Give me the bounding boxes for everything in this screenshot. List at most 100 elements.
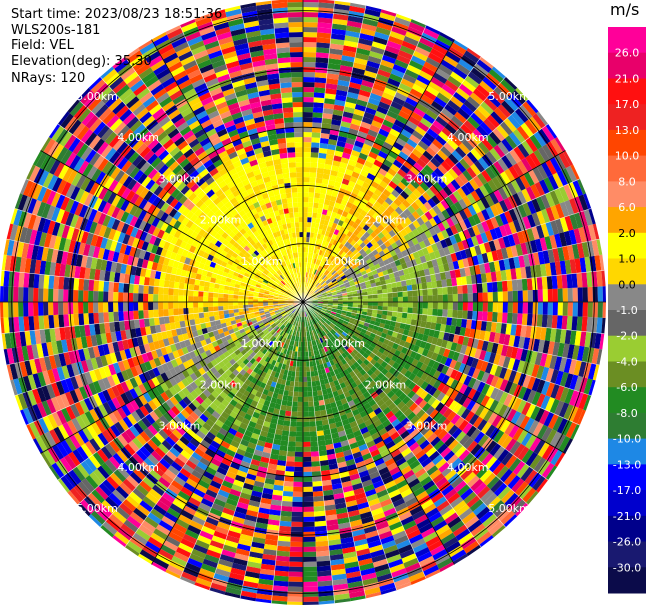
gate [233, 258, 241, 265]
gate [405, 156, 417, 166]
gate [278, 306, 284, 309]
gate [21, 242, 30, 259]
gate [242, 238, 250, 246]
gate [154, 270, 162, 280]
gate [351, 263, 358, 270]
gate [196, 268, 204, 275]
gate [427, 288, 433, 296]
gate [225, 124, 237, 133]
gate [415, 234, 424, 243]
gate [226, 415, 236, 424]
gate [597, 286, 603, 302]
gate [398, 82, 412, 93]
gate [75, 415, 87, 430]
gate [402, 291, 408, 297]
gate [198, 479, 210, 490]
gate [159, 496, 173, 508]
gate [228, 427, 238, 436]
gate [328, 200, 336, 207]
gate [294, 289, 298, 294]
gate [261, 326, 267, 332]
gate [185, 115, 198, 126]
gate [275, 320, 281, 326]
gate [493, 144, 506, 158]
gate [225, 8, 242, 18]
gate [163, 52, 179, 64]
gate [293, 122, 303, 128]
gate [76, 446, 89, 461]
gate [168, 287, 174, 296]
gate [198, 307, 204, 313]
gate [440, 239, 448, 249]
gate [279, 268, 284, 274]
gate [416, 41, 433, 53]
gate [223, 305, 229, 311]
gate [88, 290, 94, 302]
gate [270, 322, 276, 328]
gate [53, 236, 62, 250]
gate [377, 150, 388, 160]
gate [170, 405, 181, 416]
gate [259, 232, 266, 240]
gate [294, 132, 303, 138]
gate [169, 503, 183, 515]
gate [172, 429, 183, 440]
gate [16, 346, 25, 363]
gate [308, 197, 314, 203]
gate [270, 148, 280, 156]
gate [193, 336, 201, 344]
gate [558, 152, 571, 169]
gate [274, 272, 280, 278]
gate [357, 275, 364, 281]
gate [121, 404, 132, 417]
gate [169, 446, 181, 458]
gate [255, 315, 261, 320]
gate [189, 169, 200, 180]
gate [116, 184, 127, 197]
gate [41, 203, 51, 219]
gate [563, 230, 572, 246]
gate [193, 49, 208, 60]
gate [240, 257, 247, 264]
gate [148, 103, 162, 116]
gate [200, 257, 208, 265]
gate [174, 321, 181, 329]
gate [295, 277, 298, 283]
gate [103, 291, 109, 302]
gate [476, 211, 486, 223]
gate [277, 315, 283, 320]
gate [382, 288, 388, 294]
gate [239, 270, 246, 276]
gate [280, 290, 286, 294]
gate [421, 261, 429, 270]
gate [235, 89, 248, 98]
gate [165, 157, 176, 168]
gate [90, 234, 99, 247]
gate [511, 279, 518, 291]
gate [294, 262, 298, 268]
gate [486, 251, 494, 263]
gate [80, 443, 93, 458]
gate [279, 152, 288, 159]
gate [303, 262, 306, 267]
gate [242, 15, 259, 24]
gate [193, 284, 200, 291]
gate [319, 260, 324, 267]
gate [485, 166, 496, 180]
gate [283, 208, 289, 214]
gate [376, 21, 393, 31]
gate [394, 185, 404, 195]
gate [349, 5, 366, 14]
gate [129, 425, 140, 438]
gate [384, 217, 393, 225]
gate [319, 255, 324, 261]
gate [56, 179, 67, 195]
gate [137, 173, 148, 185]
gate [303, 112, 313, 118]
gate [153, 557, 170, 570]
gate [143, 150, 155, 162]
gate [362, 295, 368, 299]
gate [355, 135, 366, 144]
gate [219, 391, 228, 400]
gate [278, 346, 283, 353]
